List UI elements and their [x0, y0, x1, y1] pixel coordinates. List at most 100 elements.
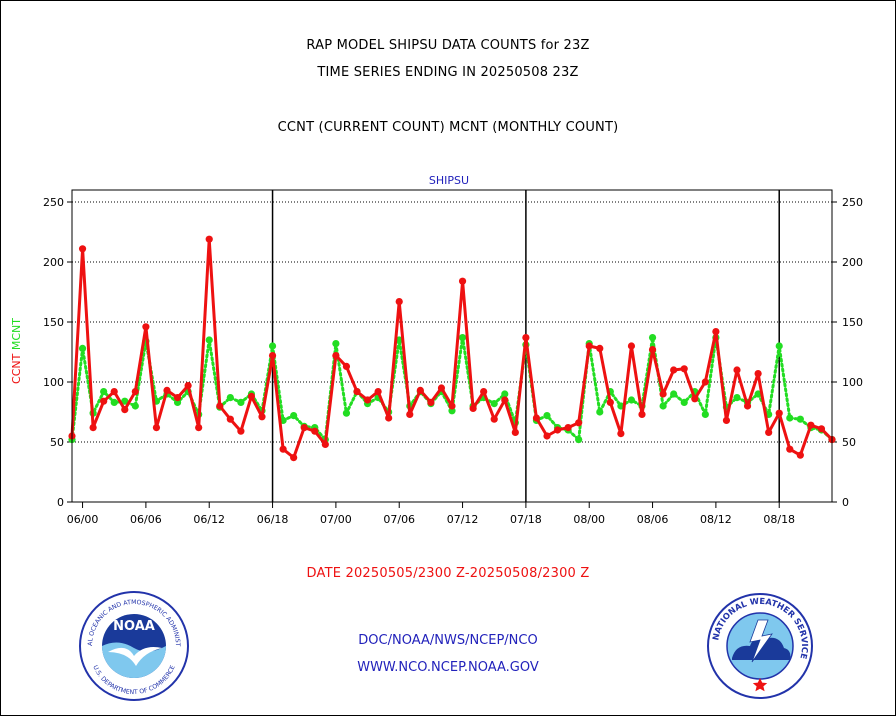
point-ccnt-32	[406, 410, 414, 418]
point-ccnt-4	[110, 388, 118, 396]
point-ccnt-33	[416, 386, 424, 394]
point-ccnt-54	[638, 410, 646, 418]
point-ccnt-47	[564, 424, 572, 432]
point-mcnt-21	[290, 412, 298, 420]
x-tick-label-11: 08/18	[763, 513, 795, 526]
point-ccnt-51	[606, 398, 614, 406]
y-axis-label-mcnt: MCNT	[10, 318, 23, 350]
plot-area-border	[71, 189, 833, 503]
point-ccnt-49	[585, 342, 593, 350]
link-doc-noaa-nws[interactable]: DOC/NOAA/NWS/NCEP/NCO	[358, 633, 538, 648]
point-ccnt-40	[490, 415, 498, 423]
header-title-line2: TIME SERIES ENDING IN 20250508 23Z	[317, 65, 579, 80]
link-nco-website[interactable]: WWW.NCO.NCEP.NOAA.GOV	[357, 660, 539, 675]
y-tick-label-left-200: 200	[43, 256, 64, 269]
point-ccnt-39	[480, 388, 488, 396]
point-mcnt-37	[458, 334, 467, 342]
y-tick-label-right-200: 200	[842, 256, 863, 269]
point-mcnt-60	[701, 410, 709, 418]
point-mcnt-56	[659, 402, 667, 410]
point-mcnt-50	[596, 408, 604, 416]
noaa-logo-text: NOAA	[113, 619, 155, 634]
point-ccnt-48	[575, 419, 583, 427]
point-ccnt-46	[553, 426, 562, 434]
point-ccnt-17	[247, 392, 256, 400]
point-ccnt-50	[596, 344, 604, 352]
point-mcnt-45	[543, 412, 551, 420]
point-mcnt-58	[680, 398, 688, 406]
point-ccnt-64	[743, 402, 752, 410]
point-ccnt-41	[501, 396, 509, 404]
point-mcnt-25	[332, 340, 340, 348]
point-ccnt-35	[437, 384, 446, 392]
x-tick-label-2: 06/12	[193, 513, 225, 526]
point-mcnt-16	[237, 398, 245, 406]
y-tick-label-right-100: 100	[842, 376, 863, 389]
y-tick-label-left-250: 250	[43, 196, 64, 209]
x-tick-label-10: 08/12	[700, 513, 732, 526]
point-mcnt-15	[226, 394, 234, 402]
nws-logo-icon: NATIONAL WEATHER SERVICE	[707, 593, 813, 699]
point-ccnt-27	[353, 388, 361, 396]
point-ccnt-6	[131, 388, 139, 396]
point-ccnt-59	[691, 395, 699, 403]
point-mcnt-13	[205, 336, 213, 344]
point-ccnt-63	[733, 366, 741, 374]
point-ccnt-5	[121, 406, 129, 414]
point-mcnt-4	[110, 398, 118, 406]
point-ccnt-34	[427, 398, 435, 406]
point-mcnt-68	[786, 414, 794, 422]
point-ccnt-56	[659, 390, 667, 398]
point-mcnt-55	[648, 334, 657, 342]
chart-title: SHIPSU	[429, 174, 469, 187]
point-mcnt-19	[268, 342, 277, 350]
y-axis-label: CCNT MCNT	[10, 318, 23, 384]
point-ccnt-28	[363, 396, 372, 404]
point-mcnt-48	[575, 436, 583, 444]
x-tick-label-4: 07/00	[320, 513, 352, 526]
point-ccnt-19	[268, 352, 277, 360]
series-layer	[68, 235, 836, 462]
point-ccnt-38	[469, 404, 477, 412]
point-ccnt-57	[670, 366, 678, 374]
ticks-layer: 0 0 50 50 100 100 150 150 200 200 250 250 06/00 06/06…	[43, 196, 863, 526]
point-ccnt-65	[754, 370, 762, 378]
x-tick-label-7: 07/18	[510, 513, 542, 526]
point-ccnt-36	[448, 402, 456, 410]
point-mcnt-31	[395, 336, 403, 344]
point-ccnt-42	[511, 428, 519, 436]
point-ccnt-55	[648, 346, 657, 354]
header-title-line1: RAP MODEL SHIPSU DATA COUNTS for 23Z	[306, 38, 590, 53]
point-ccnt-60	[701, 378, 709, 386]
point-ccnt-21	[290, 454, 298, 462]
point-ccnt-29	[374, 388, 382, 396]
point-mcnt-67	[775, 342, 783, 350]
y-tick-label-left-100: 100	[43, 376, 64, 389]
point-ccnt-11	[184, 382, 192, 390]
y-tick-label-right-150: 150	[842, 316, 863, 329]
x-tick-label-9: 08/06	[637, 513, 669, 526]
point-ccnt-71	[817, 425, 826, 433]
point-ccnt-58	[680, 365, 688, 373]
point-ccnt-15	[226, 415, 234, 423]
point-mcnt-53	[627, 396, 636, 404]
point-mcnt-69	[796, 415, 804, 423]
point-ccnt-1	[78, 245, 87, 253]
x-tick-label-1: 06/06	[130, 513, 162, 526]
noaa-logo-icon: NATIONAL OCEANIC AND ATMOSPHERIC ADMINIS…	[78, 590, 189, 701]
point-ccnt-8	[152, 424, 161, 432]
point-ccnt-2	[89, 424, 97, 432]
point-ccnt-70	[807, 421, 815, 429]
point-ccnt-45	[543, 432, 551, 440]
y-tick-label-right-50: 50	[842, 436, 856, 449]
point-ccnt-52	[617, 430, 625, 438]
y-tick-label-right-0: 0	[842, 496, 849, 509]
point-ccnt-12	[195, 424, 203, 432]
point-ccnt-9	[163, 386, 171, 394]
point-ccnt-16	[237, 427, 245, 435]
point-ccnt-61	[712, 328, 720, 336]
y-tick-label-left-50: 50	[50, 436, 64, 449]
point-ccnt-24	[321, 440, 329, 448]
x-tick-label-5: 07/06	[383, 513, 415, 526]
